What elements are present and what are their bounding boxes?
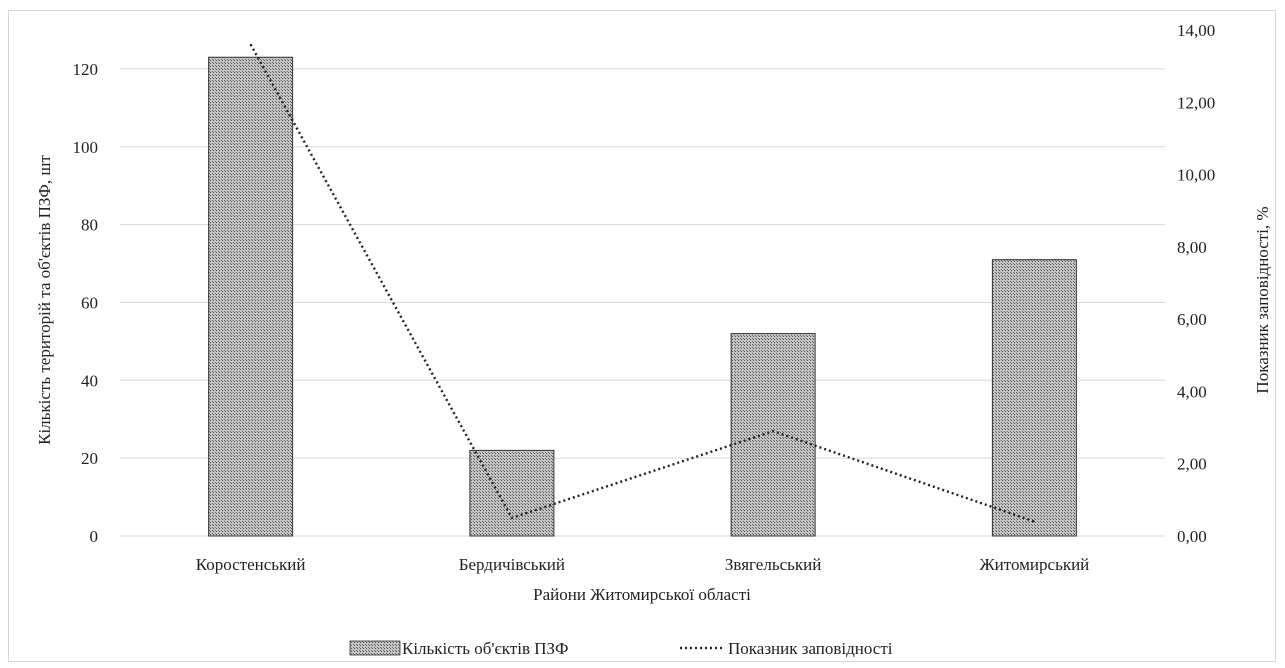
y2-tick-label: 6,00 (1177, 310, 1207, 329)
line-point (1033, 520, 1035, 523)
line-point (511, 517, 513, 519)
x-axis-ticks: Коростенський Бердичівський Звягельський Жи… (196, 555, 1090, 574)
line-point (250, 43, 252, 46)
x-tick-label: Звягельський (725, 555, 821, 574)
y2-tick-label: 0,00 (1177, 527, 1207, 546)
y-axis-label: Кількість територій та об'єктів ПЗФ, шт (35, 155, 54, 445)
y-tick-label: 40 (81, 371, 98, 390)
legend-line-label: Показник заповідності (728, 639, 893, 658)
x-axis-label: Райони Житомирської області (533, 585, 751, 604)
right-axis-ticks: 0,00 2,00 4,00 6,00 8,00 10,00 12,00 14,00 (1177, 21, 1215, 546)
x-tick-label: Бердичівський (459, 555, 565, 574)
bar-series (208, 56, 1077, 537)
y2-tick-label: 14,00 (1177, 21, 1215, 40)
bar (208, 56, 294, 537)
y-tick-label: 0 (90, 527, 99, 546)
y-tick-label: 80 (81, 216, 98, 235)
legend: Кількість об'єктів ПЗФ Показник заповідн… (349, 639, 893, 658)
legend-bar-label: Кількість об'єктів ПЗФ (402, 639, 568, 658)
y2-tick-label: 10,00 (1177, 166, 1215, 185)
series-line (249, 43, 1035, 523)
y-tick-label: 20 (81, 449, 98, 468)
y2-tick-label: 12,00 (1177, 93, 1215, 112)
gridlines (120, 68, 1165, 537)
y-tick-label: 60 (81, 293, 98, 312)
line-point (772, 430, 774, 432)
legend-bar-swatch (349, 640, 401, 656)
line-series (249, 43, 1035, 523)
y2-axis-label: Показник заповідності, % (1253, 206, 1272, 393)
x-tick-label: Коростенський (196, 555, 306, 574)
bar (730, 333, 816, 537)
y2-tick-label: 4,00 (1177, 382, 1207, 401)
chart-frame (8, 10, 1276, 662)
bar (469, 449, 555, 537)
y-tick-label: 120 (73, 60, 99, 79)
y-tick-label: 100 (73, 138, 99, 157)
x-tick-label: Житомирський (979, 555, 1089, 574)
bar (991, 259, 1077, 537)
y2-tick-label: 2,00 (1177, 455, 1207, 474)
left-axis-ticks: 0 20 40 60 80 100 120 (73, 60, 99, 546)
y2-tick-label: 8,00 (1177, 238, 1207, 257)
